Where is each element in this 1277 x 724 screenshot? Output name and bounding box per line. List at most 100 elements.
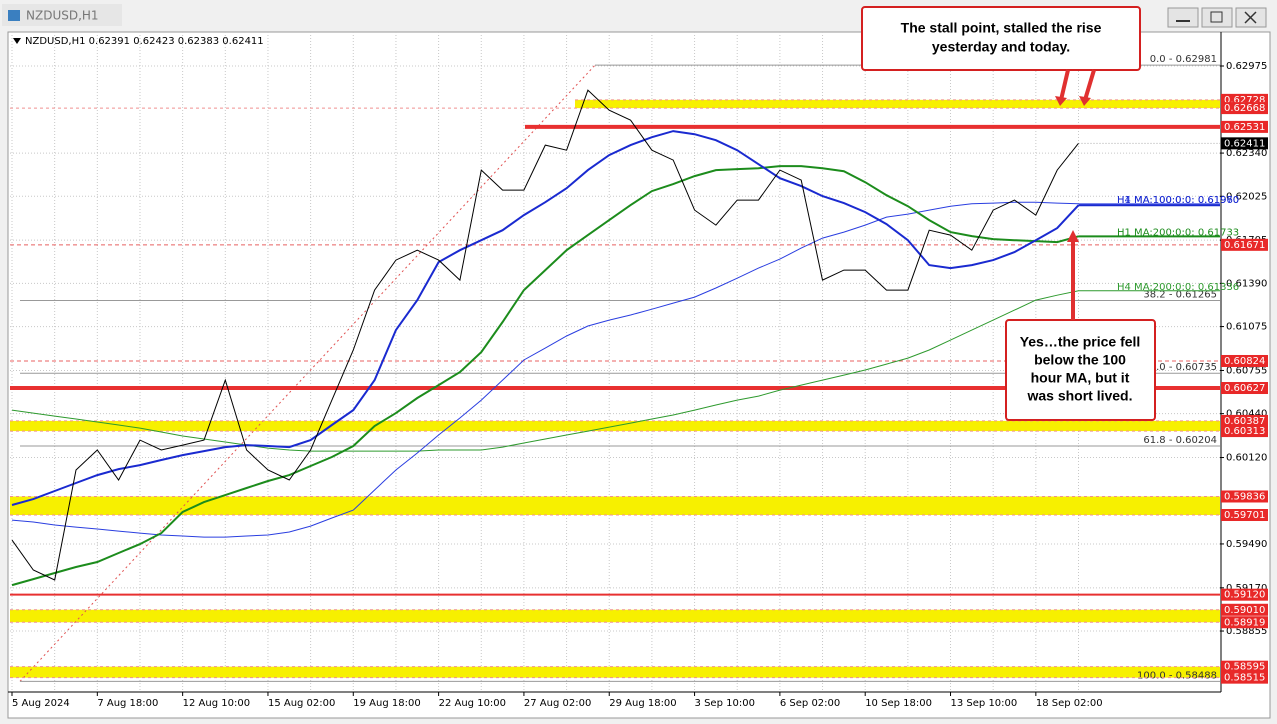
maximize-button[interactable] [1201, 7, 1233, 28]
price-tag-label: 0.59836 [1224, 491, 1265, 502]
chart-icon [8, 10, 20, 21]
symbol: NZDUSD,H1 [25, 36, 85, 47]
price-tag-label: 0.59701 [1224, 510, 1265, 521]
arrow-head [1067, 230, 1079, 242]
open: 0.62391 [89, 36, 130, 47]
annotation-text: yesterday and today. [932, 39, 1070, 55]
annotation-box [861, 6, 1141, 71]
ma-line [11, 165, 1079, 587]
low: 0.62383 [178, 36, 219, 47]
icon [1244, 11, 1257, 24]
price-tag [1221, 238, 1268, 251]
y-tick-label: 0.62340 [1226, 148, 1267, 159]
x-tick-label: 15 Aug 02:00 [268, 698, 335, 709]
price-line [11, 89, 1079, 581]
annotation-text: below the 100 [1034, 352, 1126, 368]
current-price-tag [1221, 137, 1268, 150]
price-tag-label: 0.58595 [1224, 662, 1265, 673]
x-tick-label: 10 Sep 18:00 [865, 698, 932, 709]
x-tick-label: 5 Aug 2024 [12, 698, 70, 709]
x-tick-label: 3 Sep 10:00 [695, 698, 755, 709]
y-tick-label: 0.60440 [1226, 409, 1267, 420]
y-tick-label: 0.61390 [1226, 278, 1267, 289]
price-tag-label: 0.60824 [1224, 356, 1265, 367]
fib-label: 50.0 - 0.60735 [1143, 362, 1217, 373]
high: 0.62423 [133, 36, 174, 47]
annotation-box [1005, 319, 1156, 421]
x-tick-label: 6 Sep 02:00 [780, 698, 840, 709]
fib-label: 61.8 - 0.60204 [1143, 435, 1217, 446]
y-tick-label: 0.58855 [1226, 626, 1267, 637]
y-tick-label: 0.60120 [1226, 453, 1267, 464]
x-tick-label: 18 Sep 02:00 [1036, 698, 1103, 709]
minimize-button[interactable] [1167, 7, 1199, 28]
price-tag [1221, 490, 1268, 503]
price-tag [1221, 671, 1268, 684]
window-buttons[interactable] [1167, 7, 1267, 28]
ma-line [11, 130, 1080, 506]
annotation-text: Yes…the price fell [1020, 334, 1141, 350]
fib-label: 100.0 - 0.58488 [1137, 670, 1217, 681]
price-tag [1221, 588, 1268, 601]
price-tag-label: 0.62668 [1224, 103, 1265, 114]
fib-label: 0.0 - 0.62981 [1150, 54, 1217, 65]
annotation-text: was short lived. [1026, 388, 1132, 404]
y-tick-label: 0.59490 [1226, 539, 1267, 550]
price-tag [1221, 603, 1268, 616]
window-title: NZDUSD,H1 [26, 9, 99, 23]
price-tag-label: 0.60627 [1224, 383, 1265, 394]
ma-label: H1 MA:200:0:0: 0.61733 [1117, 227, 1239, 238]
ma-line [11, 290, 1079, 452]
arrow-head [1079, 96, 1091, 106]
zone [575, 99, 1220, 109]
price-tag-label: 0.62728 [1224, 95, 1265, 106]
ma-label: H4 MA:100:0:0: 0.61970 [1117, 195, 1239, 206]
annotation-text: The stall point, stalled the rise [901, 20, 1102, 36]
x-tick-label: 27 Aug 02:00 [524, 698, 591, 709]
icon [1210, 11, 1223, 23]
price-tag [1221, 382, 1268, 395]
price-tag [1221, 616, 1268, 629]
price-tag [1221, 120, 1268, 133]
fib-label: 38.2 - 0.61265 [1143, 290, 1217, 301]
x-tick-label: 12 Aug 10:00 [183, 698, 250, 709]
zone [10, 666, 1220, 678]
x-tick-label: 29 Aug 18:00 [609, 698, 676, 709]
current-price-label: 0.62411 [1224, 138, 1265, 149]
price-tag-label: 0.62531 [1224, 122, 1265, 133]
x-tick-label: 7 Aug 18:00 [97, 698, 158, 709]
close: 0.62411 [222, 36, 263, 47]
arrow [1059, 69, 1070, 101]
x-tick-label: 13 Sep 10:00 [951, 698, 1018, 709]
price-tag-label: 0.61671 [1224, 240, 1265, 251]
price-tag [1221, 414, 1268, 427]
x-tick-label: 22 Aug 10:00 [439, 698, 506, 709]
ma-label: H4 MA:200:0:0: 0.61336 [1117, 282, 1239, 293]
y-tick-label: 0.62025 [1226, 191, 1267, 202]
arrow-head [1055, 96, 1067, 106]
price-tag-label: 0.60313 [1224, 426, 1265, 437]
ma-label: H1 MA:100:0:0: 0.61960 [1117, 195, 1239, 206]
plot: 0.629750.623400.620250.617050.613900.610… [10, 32, 1268, 709]
price-tag [1221, 102, 1268, 115]
price-tag-label: 0.59010 [1224, 605, 1265, 616]
price-tag-label: 0.60387 [1224, 416, 1265, 427]
price-tag [1221, 354, 1268, 367]
price-tag-label: 0.58919 [1224, 617, 1265, 628]
y-tick-label: 0.59170 [1226, 583, 1267, 594]
price-tag [1221, 425, 1268, 438]
price-tag-label: 0.59120 [1224, 590, 1265, 601]
ma-line [11, 201, 1079, 538]
y-tick-label: 0.61075 [1226, 322, 1267, 333]
price-tag [1221, 509, 1268, 522]
title-tab[interactable] [2, 4, 122, 26]
arrow [1083, 69, 1096, 101]
price-tag [1221, 660, 1268, 673]
x-tick-label: 19 Aug 18:00 [353, 698, 420, 709]
annotation-text: hour MA, but it [1031, 370, 1130, 386]
marker [13, 38, 21, 44]
symbol-info: NZDUSD,H1 0.62391 0.62423 0.62383 0.6241… [25, 36, 264, 47]
y-tick-label: 0.62975 [1226, 61, 1267, 72]
